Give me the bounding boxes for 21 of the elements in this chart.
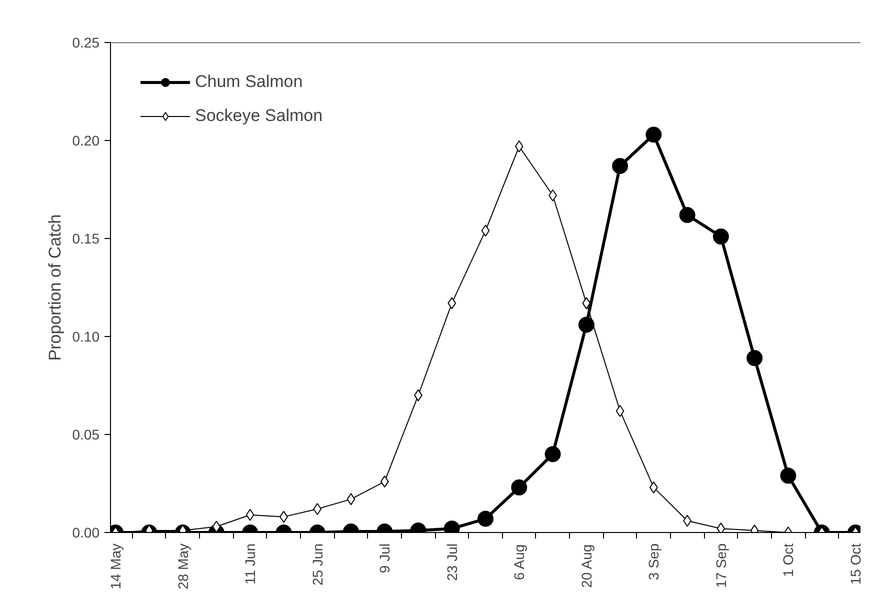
y-tick-label: 0.05 bbox=[72, 426, 100, 442]
y-axis-title: Proportion of Catch bbox=[45, 214, 64, 361]
y-tick-label: 0.25 bbox=[72, 34, 100, 50]
x-tick-label: 6 Aug bbox=[511, 544, 528, 580]
x-tick-label: 15 Oct bbox=[847, 543, 864, 585]
y-tick-label: 0.10 bbox=[72, 328, 100, 344]
x-tick-label: 17 Sep bbox=[712, 543, 729, 588]
legend-label: Sockeye Salmon bbox=[195, 106, 323, 126]
x-tick-label: 11 Jun bbox=[242, 543, 258, 584]
x-tick-label: 14 May bbox=[108, 543, 124, 590]
y-tick-label: 0.15 bbox=[72, 230, 100, 246]
y-tick-label: 0.00 bbox=[72, 524, 100, 540]
x-tick-label: 23 Jul bbox=[444, 544, 460, 581]
x-tick-label: 1 Oct bbox=[780, 543, 796, 577]
x-tick-label: 9 Jul bbox=[376, 543, 393, 574]
y-tick-label: 0.20 bbox=[72, 132, 100, 148]
x-tick-label: 3 Sep bbox=[646, 543, 662, 580]
x-tick-label: 25 Jun bbox=[309, 543, 326, 586]
x-tick-label: 28 May bbox=[174, 543, 191, 590]
x-tick-label: 20 Aug bbox=[578, 544, 594, 588]
legend-label: Chum Salmon bbox=[195, 72, 303, 92]
